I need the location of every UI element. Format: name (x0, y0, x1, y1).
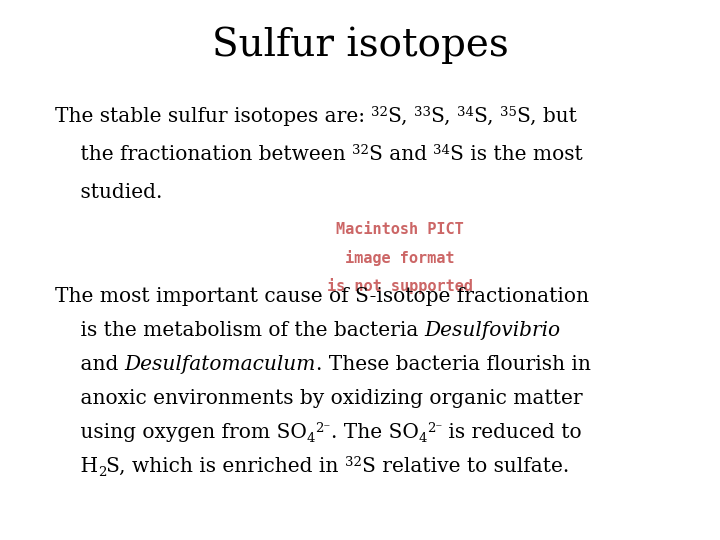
Text: . The SO: . The SO (330, 423, 418, 442)
Text: S, which is enriched in: S, which is enriched in (107, 457, 346, 476)
Text: The stable sulfur isotopes are:: The stable sulfur isotopes are: (55, 107, 372, 126)
Text: studied.: studied. (55, 183, 163, 202)
Text: S, but: S, but (517, 107, 577, 126)
Text: is not supported: is not supported (327, 278, 473, 294)
Text: S relative to sulfate.: S relative to sulfate. (362, 457, 570, 476)
Text: S,: S, (474, 107, 500, 126)
Text: The most important cause of S-isotope fractionation: The most important cause of S-isotope fr… (55, 287, 589, 306)
Text: and: and (55, 355, 125, 374)
Text: 32: 32 (352, 144, 369, 157)
Text: 34: 34 (457, 106, 474, 119)
Text: is the metabolism of the bacteria: is the metabolism of the bacteria (55, 321, 425, 340)
Text: anoxic environments by oxidizing organic matter: anoxic environments by oxidizing organic… (55, 389, 582, 408)
Text: the fractionation between: the fractionation between (55, 145, 352, 164)
Text: image format: image format (346, 250, 455, 266)
Text: 35: 35 (500, 106, 517, 119)
Text: S,: S, (388, 107, 414, 126)
Text: . These bacteria flourish in: . These bacteria flourish in (316, 355, 591, 374)
Text: 4: 4 (307, 432, 315, 445)
Text: 2: 2 (98, 466, 107, 479)
Text: Desulfovibrio: Desulfovibrio (425, 321, 561, 340)
Text: 33: 33 (414, 106, 431, 119)
Text: S and: S and (369, 145, 433, 164)
Text: 34: 34 (433, 144, 450, 157)
Text: Sulfur isotopes: Sulfur isotopes (212, 26, 508, 64)
Text: 2⁻: 2⁻ (427, 422, 442, 435)
Text: using oxygen from SO: using oxygen from SO (55, 423, 307, 442)
Text: 32: 32 (372, 106, 388, 119)
Text: S is the most: S is the most (450, 145, 583, 164)
Text: 2⁻: 2⁻ (315, 422, 330, 435)
Text: 4: 4 (418, 432, 427, 445)
Text: Macintosh PICT: Macintosh PICT (336, 222, 464, 238)
Text: 32: 32 (346, 456, 362, 469)
Text: Desulfatomaculum: Desulfatomaculum (125, 355, 316, 374)
Text: H: H (55, 457, 98, 476)
Text: S,: S, (431, 107, 457, 126)
Text: is reduced to: is reduced to (442, 423, 582, 442)
